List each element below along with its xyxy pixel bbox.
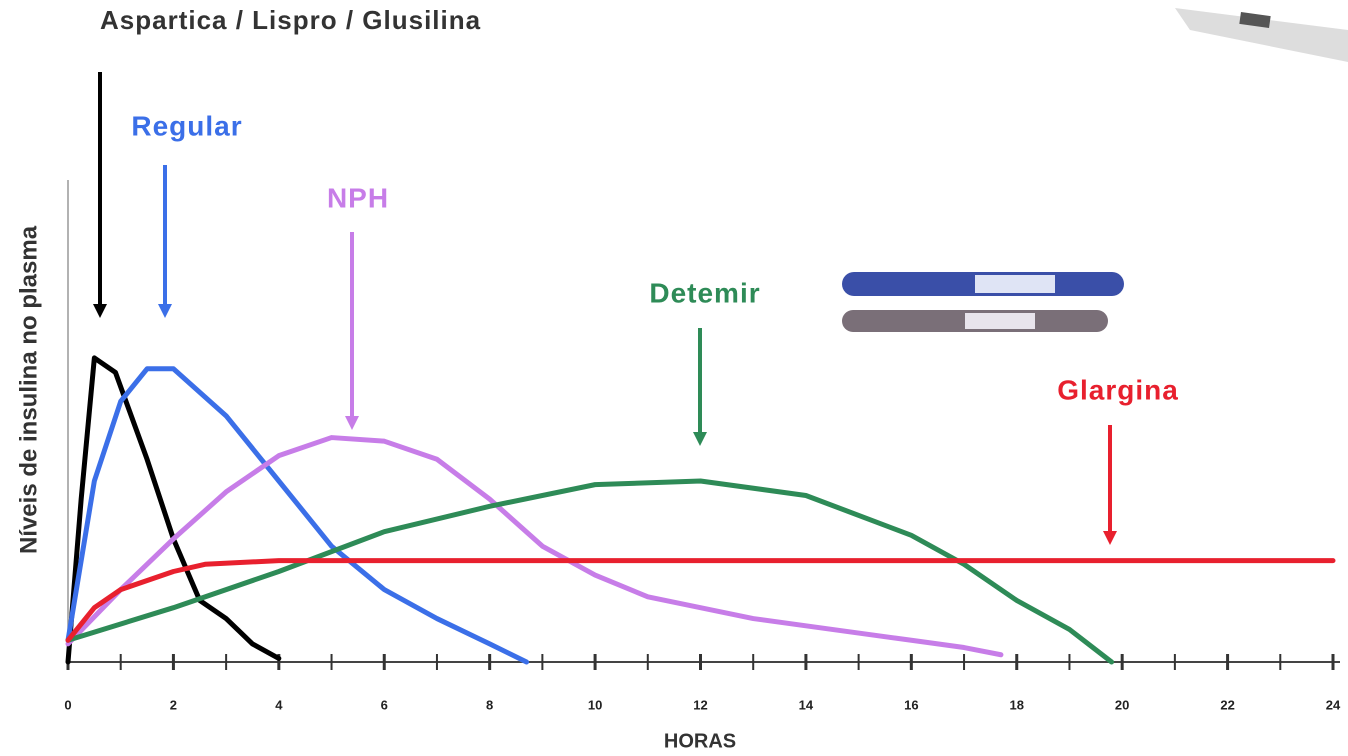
x-tick-label: 4 [275, 697, 283, 712]
x-tick-label: 20 [1115, 697, 1129, 712]
x-axis-label: HORAS [664, 730, 736, 752]
series-label: Detemir [649, 277, 760, 308]
arrow-head [158, 304, 172, 318]
x-tick-label: 8 [486, 697, 493, 712]
series-line [68, 438, 1001, 655]
x-tick-label: 22 [1220, 697, 1234, 712]
arrow-head [693, 432, 707, 446]
x-tick-label: 24 [1326, 697, 1341, 712]
x-tick-label: 10 [588, 697, 602, 712]
chart: Níveis de insulina no plasma HORAS 02468… [0, 0, 1348, 756]
x-tick-label: 14 [799, 697, 814, 712]
x-tick-label: 2 [170, 697, 177, 712]
series-line [68, 358, 279, 662]
y-axis-label: Níveis de insulina no plasma [15, 225, 42, 554]
arrow-head [345, 416, 359, 430]
x-tick-label: 16 [904, 697, 918, 712]
x-tick-label: 0 [64, 697, 71, 712]
x-tick-label: 18 [1010, 697, 1024, 712]
syringe [1175, 8, 1348, 62]
x-tick-label: 6 [381, 697, 388, 712]
series-label: NPH [327, 182, 389, 213]
series-label: Glargina [1057, 374, 1179, 405]
series-line [68, 561, 1333, 641]
series-label: Regular [131, 110, 242, 141]
series-label: Aspartica / Lispro / Glusilina [100, 5, 481, 35]
insulin-pens [842, 272, 1124, 332]
arrow-head [1103, 531, 1117, 545]
arrow-head [93, 304, 107, 318]
x-tick-label: 12 [693, 697, 707, 712]
